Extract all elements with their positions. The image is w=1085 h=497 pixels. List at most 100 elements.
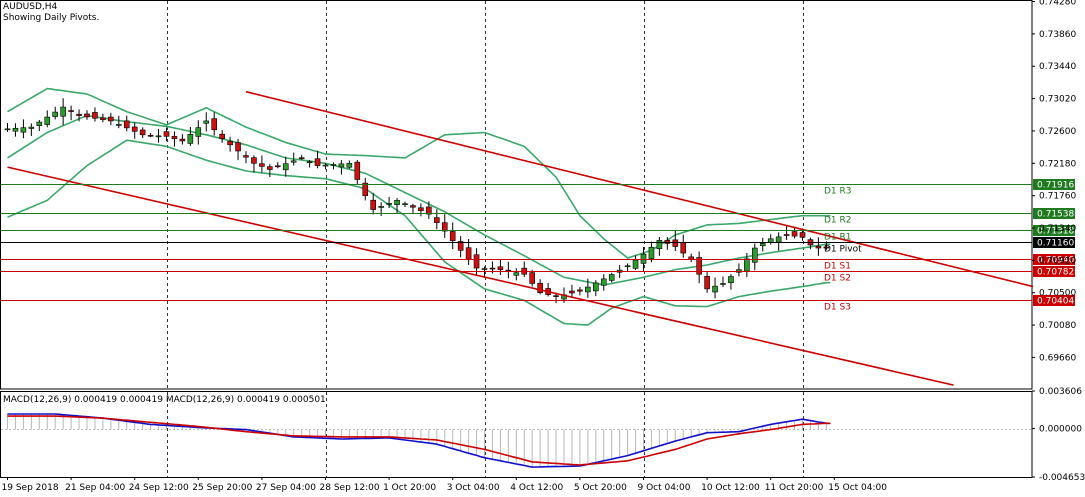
candle-body — [322, 164, 329, 167]
y-axis-tick-label: 0.71760 — [1039, 192, 1076, 202]
candle-body — [481, 268, 488, 270]
pivot-label: D1 S3 — [824, 303, 851, 313]
candle-body — [664, 240, 671, 244]
candle-body — [465, 247, 472, 260]
candle-body — [751, 247, 758, 263]
candle-body — [243, 155, 249, 158]
candle-body — [306, 161, 313, 164]
pivot-label: D1 Pivot — [824, 245, 862, 255]
candle-body — [402, 203, 408, 206]
candle-body — [4, 128, 11, 131]
pivot-price-tag — [1033, 179, 1075, 190]
bollinger-middle-band — [7, 114, 831, 286]
candle-body — [728, 276, 734, 283]
candle-body — [346, 163, 353, 168]
y-axis-tick-label: 0.73020 — [1039, 95, 1076, 105]
pivot-label: D1 S2 — [824, 274, 851, 284]
candle-body — [537, 282, 543, 294]
candle-body — [227, 140, 233, 146]
y-axis-tick-label: 0.74280 — [1039, 0, 1076, 8]
x-axis-tick-label: 9 Oct 04:00 — [638, 483, 691, 493]
candle-body — [147, 134, 154, 137]
candle-body — [92, 112, 98, 119]
candle-body — [823, 246, 830, 249]
candle-body — [219, 133, 225, 139]
candle-body — [529, 272, 536, 284]
pivot-price-tag — [1033, 237, 1075, 248]
channel-line — [245, 90, 1034, 288]
candle-body — [68, 110, 74, 112]
candle-body — [370, 199, 377, 210]
candle-body — [290, 160, 297, 163]
y-axis-tick-label: 0.70920 — [1039, 256, 1076, 266]
candle-body — [815, 246, 822, 249]
candle-body — [759, 243, 766, 247]
macd-title: MACD(12,26,9) 0.000419 0.000419 MACD(12,… — [3, 395, 326, 405]
pivot-price-tag — [1033, 225, 1075, 236]
candle-body — [139, 129, 146, 136]
x-axis-tick-label: 11 Oct 20:00 — [765, 483, 824, 493]
pivot-label: D1 S1 — [824, 262, 851, 272]
y-axis-tick-label: 0.71340 — [1039, 224, 1076, 234]
candle-body — [131, 126, 138, 132]
candle-body — [36, 121, 43, 126]
candle-body — [433, 217, 440, 223]
pivot-label: D1 R1 — [824, 233, 852, 243]
candle-body — [298, 157, 305, 160]
candle-body — [203, 120, 210, 124]
candle-body — [338, 163, 345, 168]
candle-body — [20, 127, 27, 133]
candle-body — [449, 231, 456, 242]
candle-body — [394, 199, 400, 205]
candle-body — [410, 205, 416, 208]
macd-y-tick-label: 0.000000 — [1039, 425, 1082, 435]
candle-body — [592, 282, 599, 292]
candle-body — [251, 157, 257, 164]
macd-main-line — [7, 413, 831, 468]
candle-body — [624, 265, 631, 268]
x-axis-tick-label: 10 Oct 12:00 — [701, 483, 760, 493]
candle-body — [354, 161, 361, 180]
macd-signal-line — [7, 415, 831, 466]
candle-body — [28, 126, 35, 129]
pivot-price-text: 0.70404 — [1037, 297, 1074, 307]
candle-body — [100, 117, 106, 120]
candle-body — [267, 166, 273, 170]
candle-body — [171, 136, 178, 139]
chart-subtitle: Showing Daily Pivots. — [3, 13, 100, 23]
candle-body — [84, 113, 90, 118]
candle-body — [314, 158, 321, 166]
candle-body — [155, 135, 162, 138]
candle-body — [330, 164, 337, 166]
pivot-price-text: 0.71916 — [1037, 181, 1074, 191]
candle-body — [60, 106, 66, 117]
chart-symbol-label: AUDUSD,H4 — [3, 2, 58, 12]
candle-body — [362, 182, 369, 196]
bollinger-lower-band — [7, 139, 831, 326]
y-axis-tick-label: 0.73860 — [1039, 30, 1076, 40]
x-axis-tick-label: 19 Sep 2018 — [2, 483, 59, 493]
pivot-price-tag — [1033, 208, 1075, 219]
candle-body — [672, 239, 679, 247]
candle-body — [274, 165, 281, 168]
candle-body — [704, 275, 710, 290]
candle-body — [44, 116, 51, 125]
channel-line — [7, 166, 954, 386]
candle-body — [386, 203, 392, 205]
candle-body — [123, 120, 130, 129]
y-axis-tick-label: 0.70500 — [1039, 289, 1076, 299]
candle-body — [720, 283, 726, 285]
candle-body — [12, 127, 19, 132]
candle-body — [553, 295, 559, 297]
candle-body — [577, 289, 583, 292]
candle-body — [418, 207, 424, 211]
candle-body — [799, 232, 806, 238]
x-axis-tick-label: 24 Sep 12:00 — [129, 483, 189, 493]
y-axis-tick-label: 0.72600 — [1039, 127, 1076, 137]
x-axis-tick-label: 3 Oct 04:00 — [447, 483, 500, 493]
candle-body — [791, 231, 798, 237]
candle-body — [585, 286, 591, 293]
candle-body — [744, 258, 750, 272]
y-axis-tick-label: 0.73440 — [1039, 62, 1076, 72]
